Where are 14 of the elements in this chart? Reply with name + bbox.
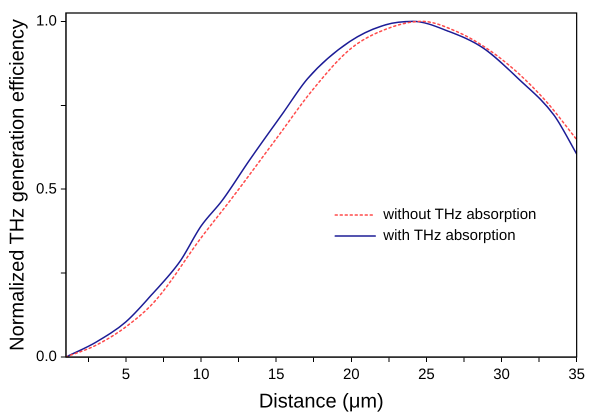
y-tick-label: 0.5: [36, 180, 57, 198]
y-tick-label: 0.0: [36, 348, 57, 366]
x-tick-label: 20: [342, 366, 360, 384]
x-tick-label: 15: [268, 366, 285, 384]
x-tick-label: 25: [418, 366, 435, 384]
x-axis-title: Distance (μm): [258, 390, 384, 413]
x-tick-label: 5: [122, 366, 130, 384]
x-tick-label: 10: [192, 366, 210, 384]
legend-label: with THz absorption: [382, 227, 516, 244]
x-tick-label: 30: [493, 366, 510, 384]
x-tick-label: 35: [568, 366, 585, 384]
legend-label: without THz absorption: [382, 206, 536, 224]
y-tick-label: 1.0: [36, 12, 57, 30]
y-axis-title: Normalized THz generation efficiency: [6, 19, 29, 351]
